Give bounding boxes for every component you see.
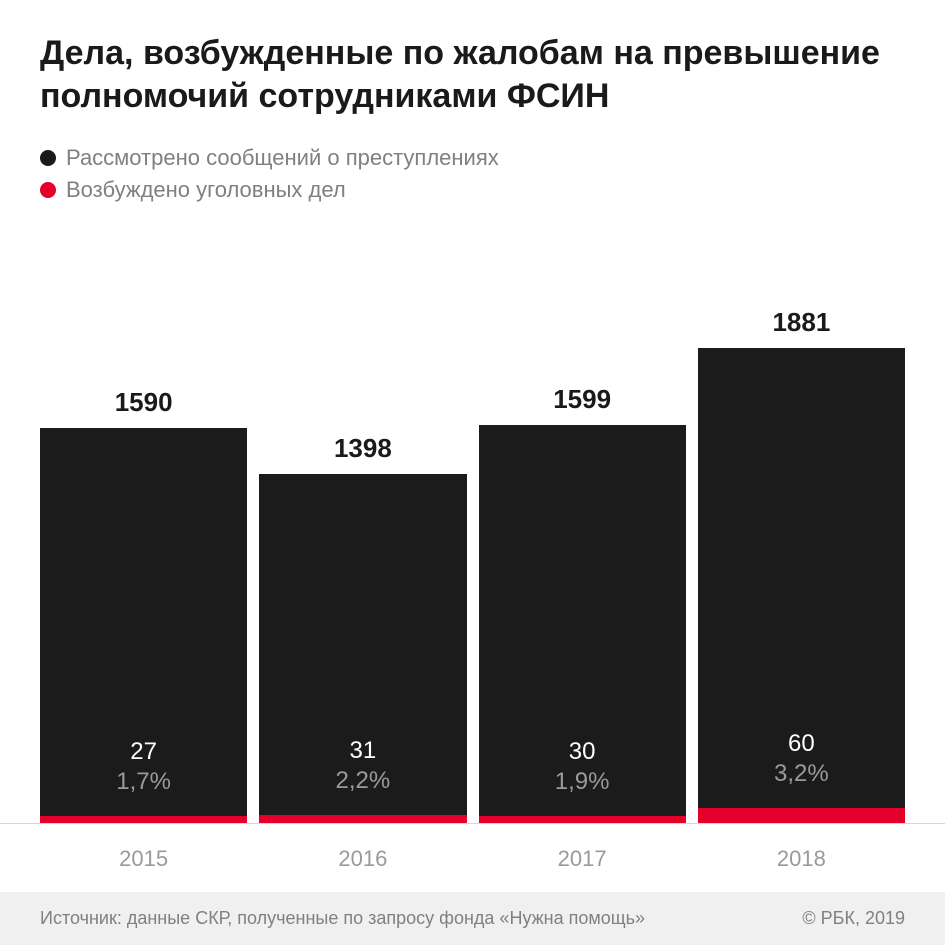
bar-group: 1590 271,7% xyxy=(40,387,247,823)
chart-legend: Рассмотрено сообщений о преступлениях Во… xyxy=(0,137,945,229)
bar-group: 1398 312,2% xyxy=(259,433,466,823)
x-axis-label: 2017 xyxy=(479,838,686,892)
legend-dot-icon xyxy=(40,182,56,198)
bar-reviewed-value: 1590 xyxy=(115,387,173,418)
x-axis-label: 2016 xyxy=(259,838,466,892)
bar-reviewed-value: 1599 xyxy=(553,384,611,415)
legend-item-reviewed: Рассмотрено сообщений о преступлениях xyxy=(40,145,905,171)
bar-opened-value: 27 xyxy=(40,738,247,766)
bar-inner-labels: 271,7% xyxy=(40,738,247,796)
chart-header: Дела, возбужденные по жалобам на превыше… xyxy=(0,0,945,137)
bar-reviewed: 271,7% xyxy=(40,428,247,817)
chart-footer: Источник: данные СКР, полученные по запр… xyxy=(0,892,945,945)
bar-inner-labels: 603,2% xyxy=(698,730,905,788)
bar-reviewed: 312,2% xyxy=(259,474,466,816)
bar-reviewed: 301,9% xyxy=(479,425,686,816)
chart-container: Дела, возбужденные по жалобам на превыше… xyxy=(0,0,945,945)
bar-pct-value: 2,2% xyxy=(259,767,466,795)
bar-pct-value: 1,7% xyxy=(40,768,247,796)
bar-inner-labels: 312,2% xyxy=(259,737,466,795)
chart-plot-area: 1590 271,7% 1398 312,2% 1599 301,9% 1881 603,2% xyxy=(0,229,945,823)
bar-opened xyxy=(40,816,247,823)
bar-opened xyxy=(479,816,686,823)
bar-pct-value: 1,9% xyxy=(479,768,686,796)
bar-opened-value: 60 xyxy=(698,730,905,758)
chart-x-axis: 2015201620172018 xyxy=(0,823,945,892)
chart-title: Дела, возбужденные по жалобам на превыше… xyxy=(40,32,905,117)
bar-pct-value: 3,2% xyxy=(698,760,905,788)
bar-inner-labels: 301,9% xyxy=(479,738,686,796)
bar-group: 1881 603,2% xyxy=(698,307,905,823)
bar-reviewed-value: 1881 xyxy=(772,307,830,338)
bar-opened-value: 30 xyxy=(479,738,686,766)
legend-dot-icon xyxy=(40,150,56,166)
legend-item-opened: Возбуждено уголовных дел xyxy=(40,177,905,203)
bar-opened xyxy=(698,808,905,823)
bar-reviewed: 603,2% xyxy=(698,348,905,808)
x-axis-label: 2015 xyxy=(40,838,247,892)
bar-reviewed-value: 1398 xyxy=(334,433,392,464)
legend-label: Возбуждено уголовных дел xyxy=(66,177,346,203)
bar-opened xyxy=(259,815,466,823)
x-axis-label: 2018 xyxy=(698,838,905,892)
bar-group: 1599 301,9% xyxy=(479,384,686,823)
source-text: Источник: данные СКР, полученные по запр… xyxy=(40,908,645,929)
bar-opened-value: 31 xyxy=(259,737,466,765)
legend-label: Рассмотрено сообщений о преступлениях xyxy=(66,145,499,171)
credit-text: © РБК, 2019 xyxy=(802,908,905,929)
